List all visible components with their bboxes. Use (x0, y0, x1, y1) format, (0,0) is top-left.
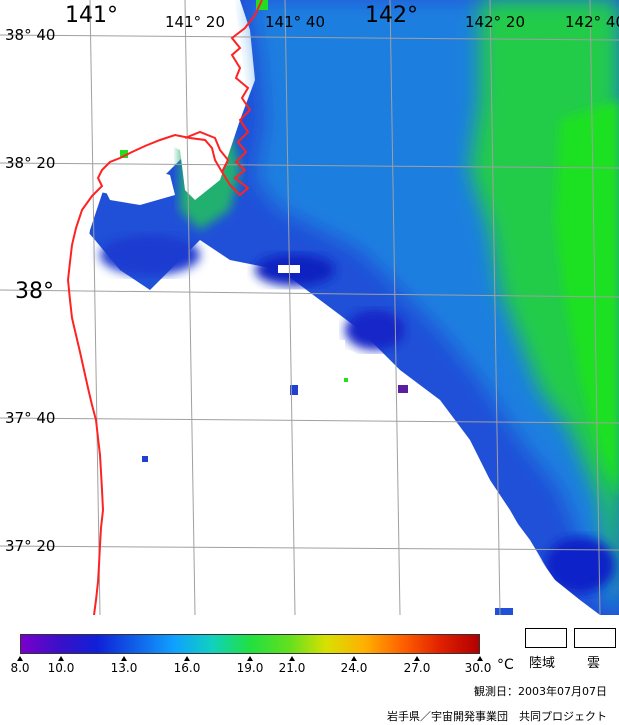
scale-tick-label: 16.0 (173, 661, 201, 675)
scale-tick-label: 8.0 (10, 661, 30, 675)
scale-tick (58, 656, 64, 661)
land-legend-swatch (525, 628, 567, 648)
scale-tick-label: 30.0 (464, 661, 492, 675)
temperature-color-bar (20, 634, 480, 654)
sst-pixel (344, 378, 348, 382)
latitude-label: 37° 40 (5, 409, 56, 427)
longitude-label: 141° 20 (165, 13, 225, 31)
cloud-legend-swatch (574, 628, 616, 648)
sst-pixel (495, 608, 513, 615)
cloud-patch (305, 340, 345, 352)
scale-tick (17, 656, 23, 661)
cloud-legend-label: 雲 (587, 656, 601, 671)
latitude-label: 38° 20 (5, 154, 56, 172)
cold-eddy (545, 537, 615, 593)
scale-tick (247, 656, 253, 661)
scale-tick-label: 10.0 (47, 661, 75, 675)
land-cloud-area (0, 0, 600, 615)
scale-tick-label: 13.0 (110, 661, 138, 675)
longitude-label: 142° 40 (565, 13, 619, 31)
scale-tick (289, 656, 295, 661)
coastline (184, 130, 230, 173)
sst-pixel (290, 385, 298, 395)
scale-tick-label: 21.0 (278, 661, 306, 675)
sst-svg (0, 0, 619, 615)
latitude-label: 38° (15, 279, 54, 304)
scale-tick (351, 656, 357, 661)
sst-pixel (142, 456, 148, 462)
warmest-water-zone (555, 100, 619, 500)
sst-pixel (256, 0, 268, 10)
observation-date: 観測日：2003年07月07日 (474, 685, 607, 698)
cold-eddy (100, 235, 200, 275)
longitude-label: 141° 40 (265, 13, 325, 31)
scale-tick (121, 656, 127, 661)
longitude-label: 142° (365, 3, 418, 28)
legend (0, 615, 619, 725)
coastline (66, 0, 263, 615)
scale-tick-label: 19.0 (236, 661, 264, 675)
scale-tick-label: 24.0 (340, 661, 368, 675)
cloud-patch (100, 165, 175, 205)
graticule (0, 0, 619, 615)
temperature-unit: °C (497, 657, 514, 673)
sea-surface-temperature-map: 141° 141° 20 141° 40 142° 142° 20 142° 4… (0, 0, 619, 615)
sst-pixel (120, 150, 128, 158)
sst-pixel (398, 385, 408, 393)
cold-eddy (345, 310, 405, 350)
scale-tick-label: 27.0 (403, 661, 431, 675)
scale-tick (414, 656, 420, 661)
longitude-label: 141° (65, 3, 118, 28)
scale-tick (184, 656, 190, 661)
latitude-label: 37° 20 (5, 537, 56, 555)
latitude-label: 38° 40 (5, 26, 56, 44)
scale-tick (477, 656, 483, 661)
longitude-label: 142° 20 (465, 13, 525, 31)
land-legend-label: 陸域 (529, 656, 556, 671)
credit-line: 岩手県／宇宙開発事業団 共同プロジェクト (387, 710, 607, 723)
